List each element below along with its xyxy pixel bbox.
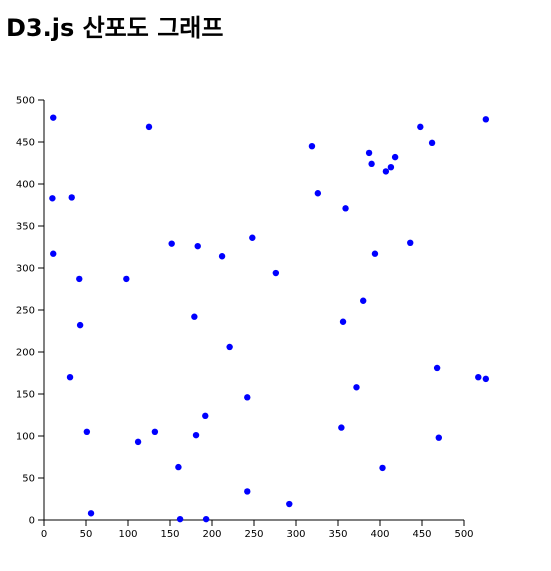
x-tick-label: 400 [370, 529, 389, 540]
x-tick-label: 200 [202, 529, 221, 540]
y-tick-label: 0 [29, 516, 35, 527]
point [244, 488, 251, 495]
point [145, 123, 153, 131]
point [382, 168, 390, 175]
y-tick-label: 250 [16, 306, 35, 317]
point [87, 510, 95, 517]
point [176, 515, 184, 523]
point [272, 269, 280, 277]
x-tick-label: 100 [118, 529, 137, 540]
x-tick-label: 250 [244, 529, 263, 540]
point [202, 412, 209, 420]
point [360, 297, 367, 304]
x-tick-label: 300 [286, 529, 305, 540]
point [435, 434, 442, 441]
x-tick-label: 150 [160, 529, 179, 540]
point [68, 194, 75, 201]
x-tick-label: 450 [412, 529, 431, 540]
point [168, 240, 175, 247]
point [371, 250, 379, 257]
point [379, 464, 386, 472]
point [50, 114, 57, 121]
point [83, 428, 91, 435]
point [308, 143, 316, 150]
point [387, 164, 395, 171]
point [123, 275, 130, 283]
y-tick-label: 200 [16, 348, 35, 359]
point [202, 515, 210, 523]
point [76, 321, 84, 329]
y-tick-label: 300 [16, 264, 35, 275]
point [249, 234, 256, 241]
x-tick-label: 50 [80, 529, 93, 540]
point [338, 424, 345, 431]
point [417, 123, 424, 131]
point [244, 394, 251, 401]
y-tick-label: 350 [16, 222, 35, 233]
point [407, 239, 414, 246]
point [175, 463, 182, 471]
point [314, 190, 322, 197]
y-tick-label: 400 [16, 180, 35, 191]
point [192, 431, 200, 439]
point [391, 153, 399, 161]
x-tick-label: 350 [328, 529, 347, 540]
point [218, 253, 226, 260]
point [49, 195, 56, 202]
point [134, 438, 142, 446]
point [475, 374, 482, 381]
point [76, 275, 83, 283]
y-tick-label: 500 [16, 96, 35, 107]
point [286, 500, 293, 508]
point [191, 313, 198, 320]
y-tick-label: 150 [16, 390, 35, 401]
chart-title: D3.js 산포도 그래프 [6, 14, 224, 42]
x-tick-label: 0 [41, 529, 47, 540]
point [50, 250, 57, 257]
point [226, 343, 233, 351]
point [339, 318, 347, 325]
point [194, 242, 201, 250]
point [433, 364, 441, 372]
point [428, 139, 436, 147]
point [353, 384, 360, 391]
point [151, 428, 159, 435]
y-tick-label: 50 [22, 474, 35, 485]
y-tick-label: 100 [16, 432, 35, 443]
point [482, 375, 490, 383]
x-tick-label: 500 [454, 529, 473, 540]
point [342, 205, 349, 212]
point [482, 116, 490, 123]
point [66, 374, 74, 381]
y-tick-label: 450 [16, 138, 35, 149]
point [368, 160, 375, 168]
point [365, 149, 373, 157]
